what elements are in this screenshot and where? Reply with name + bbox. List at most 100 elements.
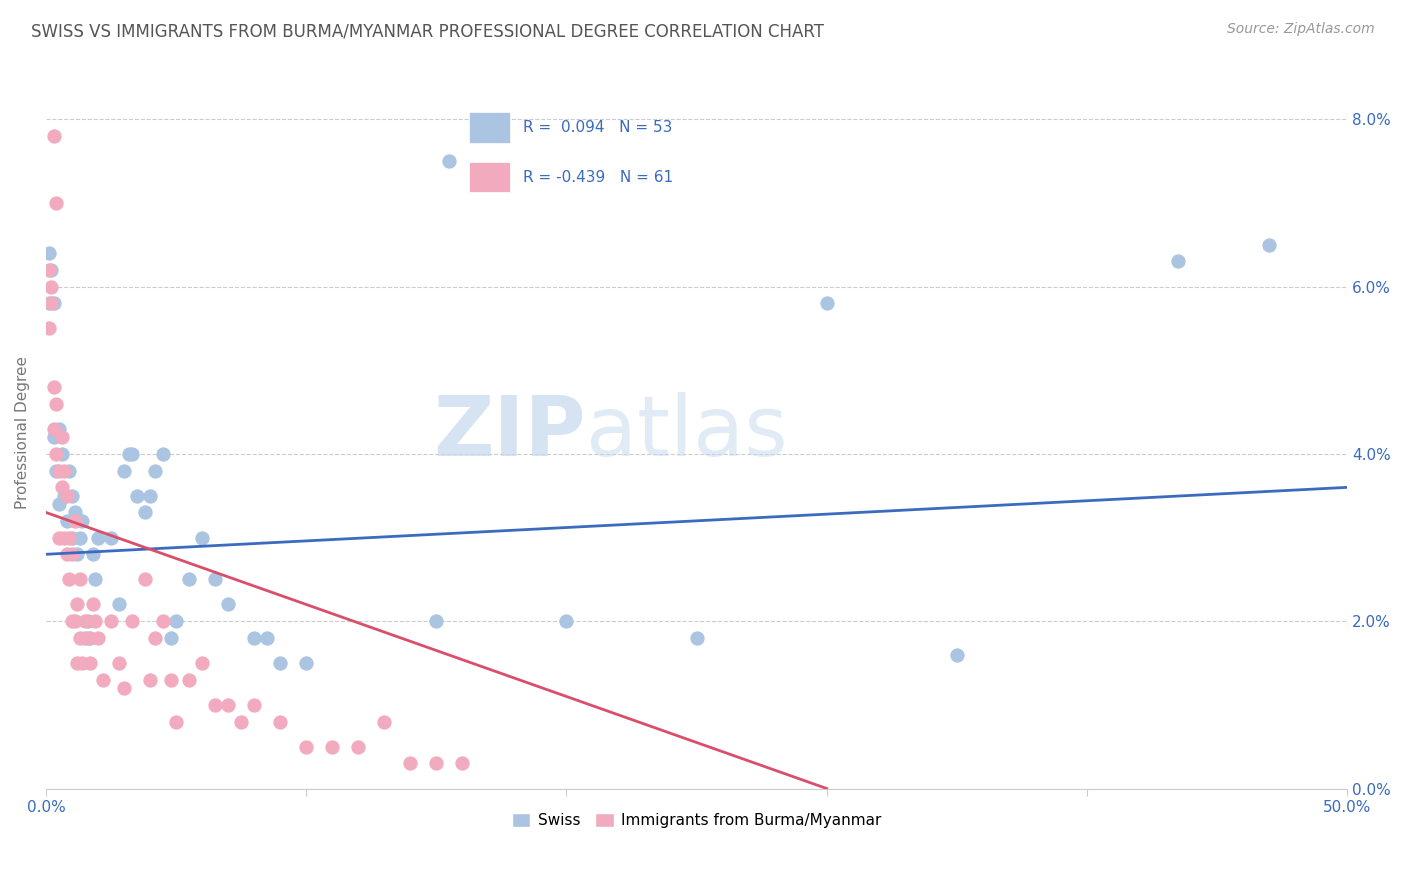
Point xyxy=(425,756,447,771)
Point xyxy=(160,673,183,687)
Point xyxy=(73,614,96,628)
Point xyxy=(39,296,62,310)
Point xyxy=(60,489,83,503)
Point xyxy=(231,714,253,729)
Point xyxy=(160,631,183,645)
Point xyxy=(165,614,187,628)
Point xyxy=(152,614,174,628)
Point xyxy=(58,573,80,587)
Point xyxy=(56,547,79,561)
Text: SWISS VS IMMIGRANTS FROM BURMA/MYANMAR PROFESSIONAL DEGREE CORRELATION CHART: SWISS VS IMMIGRANTS FROM BURMA/MYANMAR P… xyxy=(31,22,824,40)
Point xyxy=(399,756,422,771)
Point xyxy=(87,631,110,645)
Point xyxy=(42,128,65,143)
Point xyxy=(48,531,70,545)
Point xyxy=(100,531,122,545)
Point xyxy=(112,464,135,478)
Point xyxy=(42,380,65,394)
Point xyxy=(295,739,318,754)
Point xyxy=(76,614,98,628)
Point xyxy=(48,464,70,478)
Point xyxy=(60,547,83,561)
Point xyxy=(56,514,79,528)
Point xyxy=(134,506,156,520)
Point xyxy=(451,756,474,771)
Point xyxy=(63,506,86,520)
Point xyxy=(87,531,110,545)
Point xyxy=(76,631,98,645)
Point xyxy=(79,656,101,670)
Point xyxy=(45,195,67,210)
Point xyxy=(269,714,291,729)
Text: ZIP: ZIP xyxy=(433,392,586,474)
Point xyxy=(134,573,156,587)
Point xyxy=(66,547,89,561)
Y-axis label: Professional Degree: Professional Degree xyxy=(15,357,30,509)
Point xyxy=(82,547,104,561)
Point xyxy=(53,531,76,545)
Legend: Swiss, Immigrants from Burma/Myanmar: Swiss, Immigrants from Burma/Myanmar xyxy=(506,807,887,834)
Point xyxy=(39,263,62,277)
Point xyxy=(439,154,461,169)
Point xyxy=(295,656,318,670)
Point xyxy=(72,514,94,528)
Point xyxy=(165,714,187,729)
Point xyxy=(60,614,83,628)
Point xyxy=(72,656,94,670)
Point xyxy=(373,714,395,729)
Point xyxy=(191,656,214,670)
Point xyxy=(53,464,76,478)
Point xyxy=(179,673,201,687)
Point xyxy=(112,681,135,695)
Point xyxy=(51,447,73,461)
Point xyxy=(100,614,122,628)
Point xyxy=(79,631,101,645)
Point xyxy=(256,631,278,645)
Point xyxy=(152,447,174,461)
Point xyxy=(45,447,67,461)
Point xyxy=(82,598,104,612)
Point xyxy=(243,631,266,645)
Point xyxy=(143,464,166,478)
Text: Source: ZipAtlas.com: Source: ZipAtlas.com xyxy=(1227,22,1375,37)
Point xyxy=(73,631,96,645)
Point xyxy=(45,464,67,478)
Point xyxy=(51,430,73,444)
Point xyxy=(63,614,86,628)
Point xyxy=(38,263,60,277)
Point xyxy=(58,464,80,478)
Point xyxy=(53,489,76,503)
Point xyxy=(217,698,239,712)
Point xyxy=(1167,254,1189,268)
Point xyxy=(84,614,107,628)
Point xyxy=(121,447,143,461)
Point xyxy=(121,614,143,628)
Point xyxy=(38,296,60,310)
Point xyxy=(243,698,266,712)
Point xyxy=(69,631,91,645)
Point xyxy=(42,422,65,436)
Point xyxy=(425,614,447,628)
Point xyxy=(179,573,201,587)
Point xyxy=(42,296,65,310)
Point xyxy=(125,489,148,503)
Point xyxy=(946,648,969,662)
Point xyxy=(685,631,707,645)
Point xyxy=(60,531,83,545)
Point xyxy=(204,698,226,712)
Point xyxy=(91,673,114,687)
Point xyxy=(555,614,578,628)
Point xyxy=(118,447,141,461)
Point xyxy=(69,573,91,587)
Point xyxy=(45,397,67,411)
Point xyxy=(48,422,70,436)
Point xyxy=(1258,237,1281,252)
Point xyxy=(217,598,239,612)
Point xyxy=(269,656,291,670)
Point xyxy=(38,321,60,335)
Point xyxy=(108,656,131,670)
Point xyxy=(347,739,370,754)
Point xyxy=(69,531,91,545)
Point xyxy=(143,631,166,645)
Point xyxy=(66,656,89,670)
